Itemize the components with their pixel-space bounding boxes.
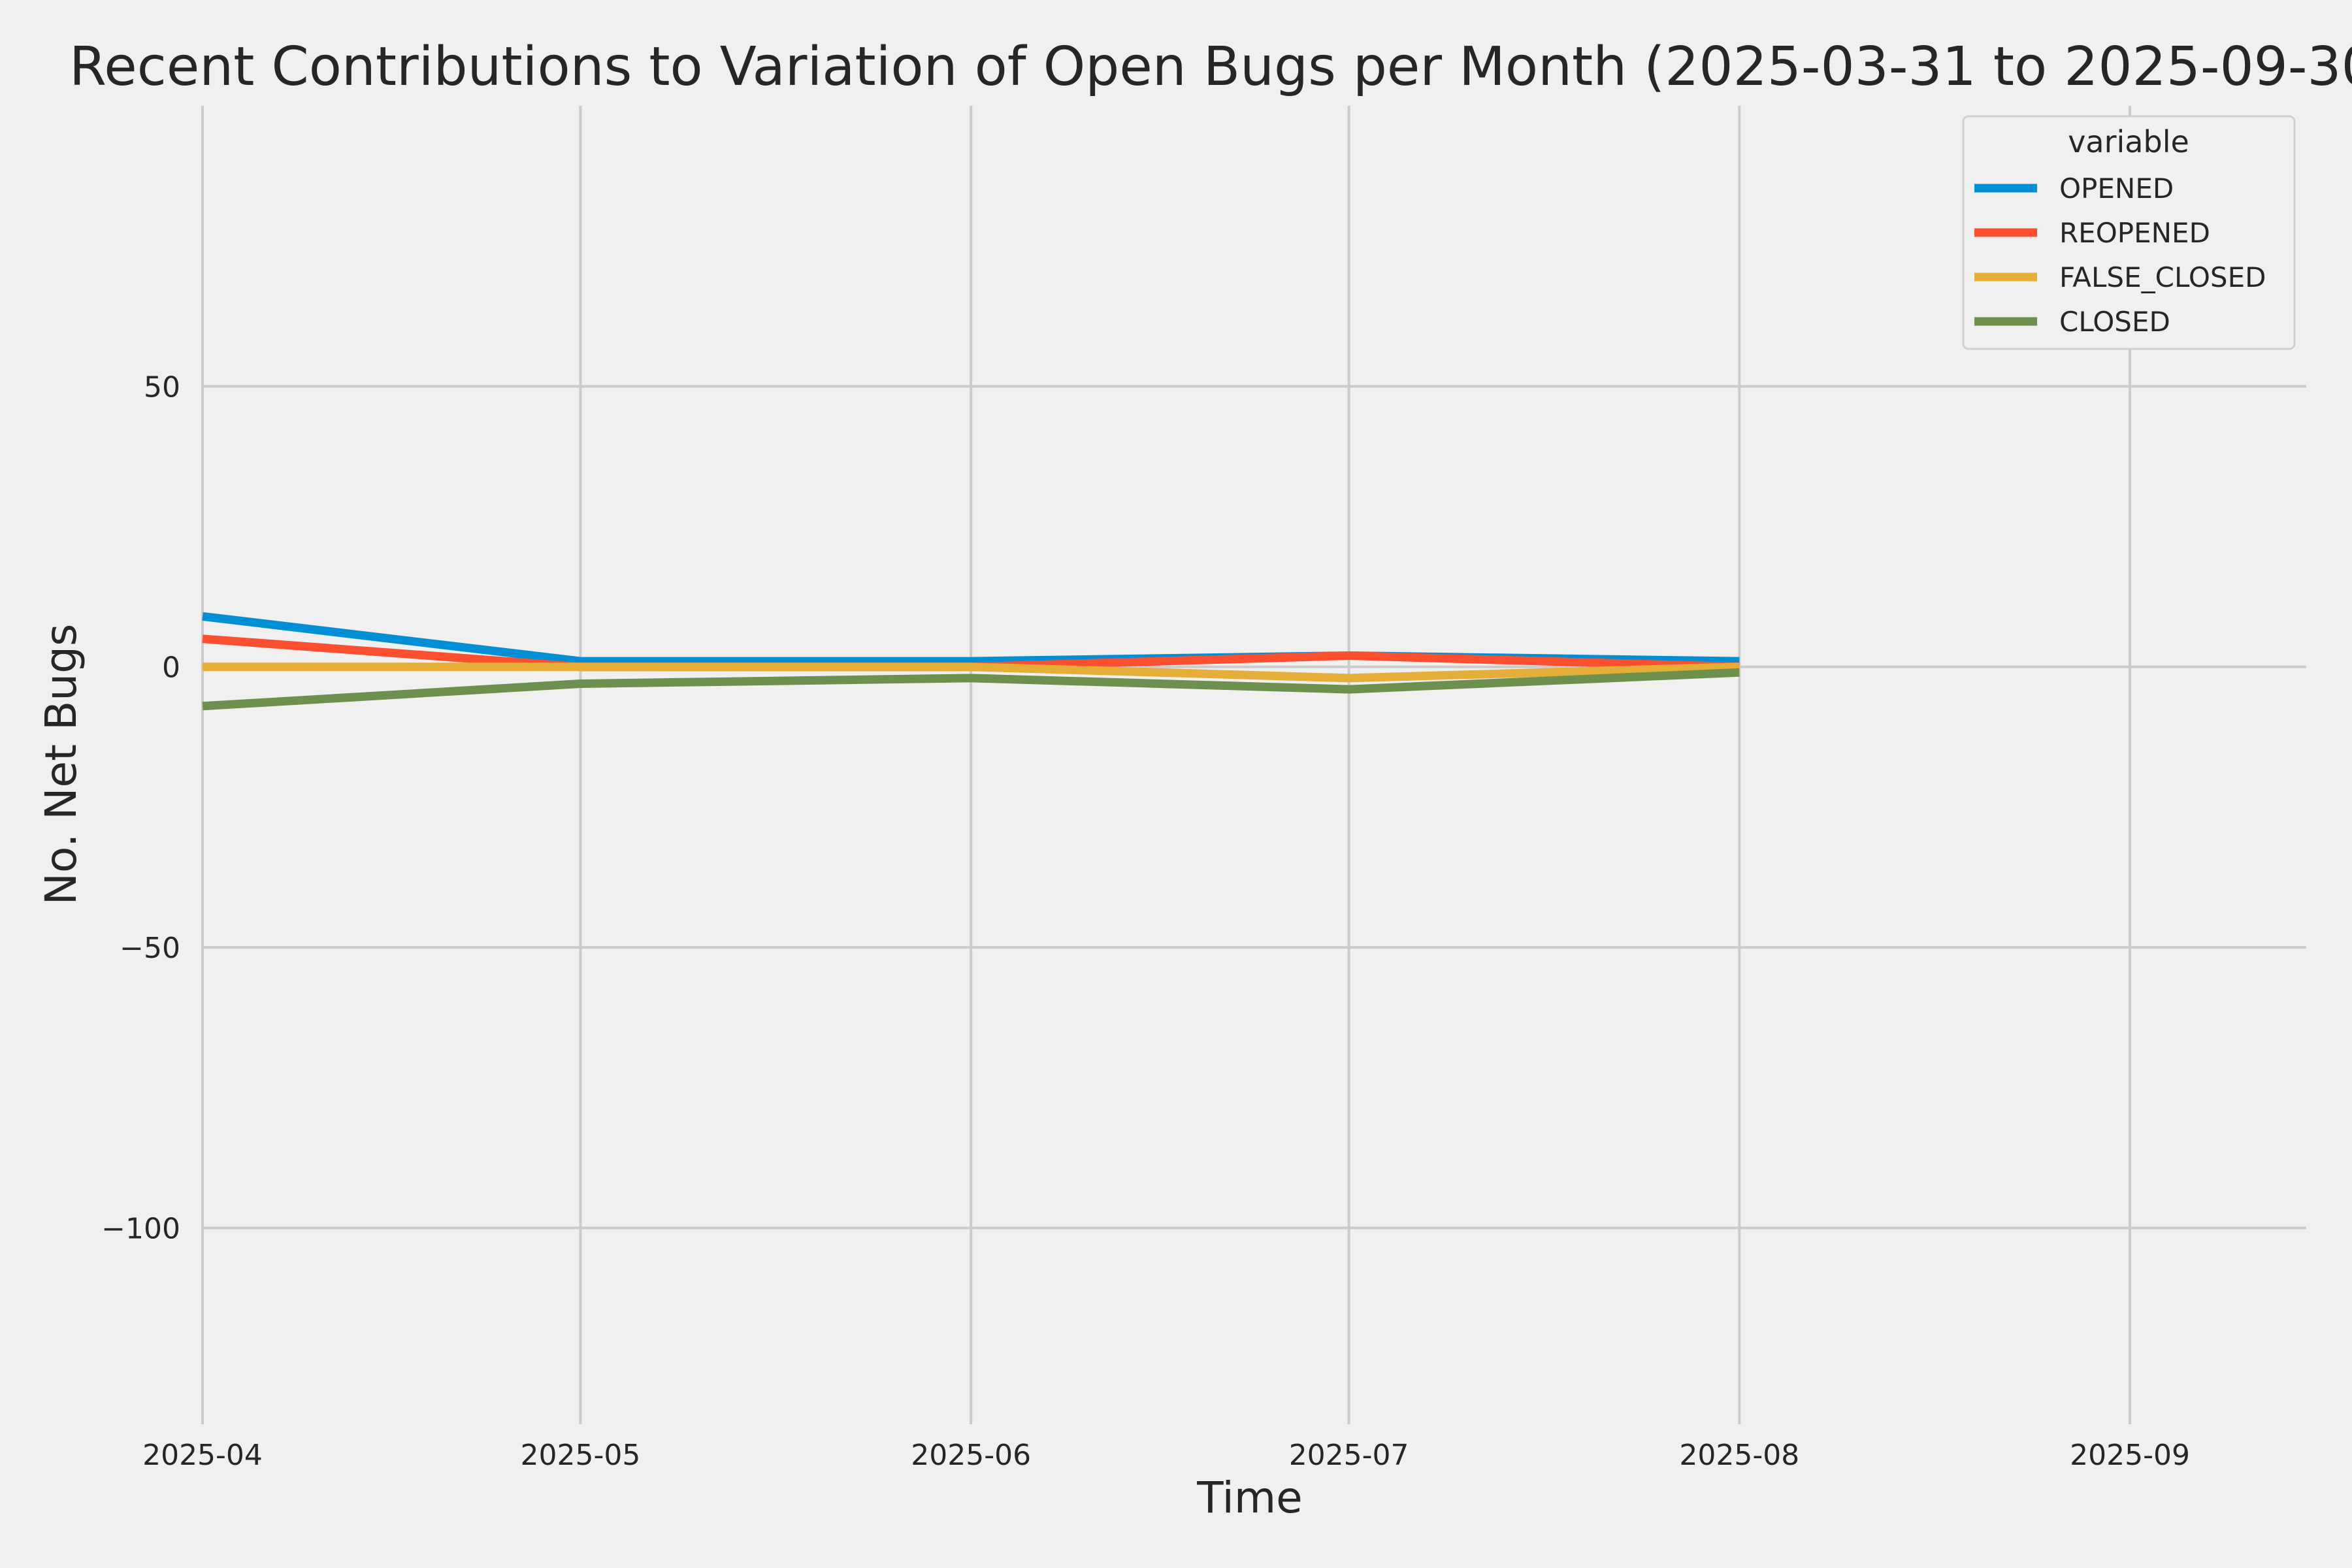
x-axis-label: Time bbox=[1196, 1473, 1303, 1523]
series-line-closed bbox=[202, 668, 1740, 711]
x-tick-label: 2025-06 bbox=[911, 1439, 1031, 1472]
legend-items: OPENED REOPENED FALSE_CLOSED CLOSED bbox=[1974, 172, 2266, 338]
y-axis-label: No. Net Bugs bbox=[36, 624, 86, 906]
y-tick-label: −50 bbox=[120, 932, 180, 965]
legend-frame bbox=[1962, 115, 2296, 350]
legend-entry-label: FALSE_CLOSED bbox=[2059, 261, 2266, 293]
x-tick-label: 2025-05 bbox=[521, 1439, 641, 1472]
series-line-false-closed bbox=[203, 662, 1740, 683]
x-tick-label: 2025-07 bbox=[1289, 1439, 1409, 1472]
chart-title: Recent Contributions to Variation of Ope… bbox=[69, 36, 2352, 98]
series-lines bbox=[202, 612, 1740, 711]
x-tick-label: 2025-08 bbox=[1679, 1439, 1799, 1472]
legend: variable OPENED REOPENED FALSE_CLOSED CLOSE… bbox=[1962, 115, 2296, 350]
legend-entry-label: OPENED bbox=[2059, 172, 2174, 204]
legend-entry-label: CLOSED bbox=[2059, 306, 2170, 338]
legend-entry-label: REOPENED bbox=[2059, 217, 2210, 249]
x-tick-label: 2025-09 bbox=[2070, 1439, 2190, 1472]
y-tick-labels: 50 0 −50 −100 bbox=[101, 370, 180, 1245]
legend-title: variable bbox=[2068, 124, 2189, 159]
x-tick-label: 2025-04 bbox=[142, 1439, 263, 1472]
y-tick-label: 0 bbox=[162, 651, 180, 685]
x-tick-labels: 2025-04 2025-05 2025-06 2025-07 2025-08 2025-… bbox=[142, 1439, 2190, 1472]
y-tick-label: −100 bbox=[101, 1212, 180, 1245]
y-tick-label: 50 bbox=[144, 370, 180, 404]
